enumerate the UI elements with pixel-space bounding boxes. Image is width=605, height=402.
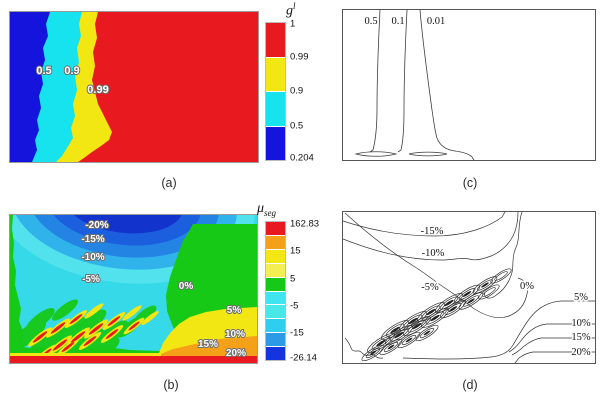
contour-label: 15%: [571, 332, 591, 343]
contour-label: 15%: [198, 339, 218, 350]
contour-label: -5%: [82, 274, 100, 285]
colorbar-b-tick: 5: [290, 273, 296, 285]
contour-line-0.01: [419, 10, 475, 160]
contour-line-m5: [344, 212, 528, 318]
region-orange-band: [161, 336, 257, 357]
contour-line-0: [484, 212, 523, 299]
colorbar-a-tick: 1: [290, 18, 296, 30]
contour-label: -15%: [81, 234, 104, 245]
colorbar-b-tick: -5: [290, 300, 299, 312]
region-blue: [10, 12, 50, 162]
colorbar-a-tick: 0.5: [290, 120, 304, 132]
panel-d-plot: -15% -10% -5% 0% 5% 10% 15% 20%: [343, 212, 595, 363]
panel-a-heatmap: 0.5 0.9 0.99: [9, 11, 259, 163]
colorbar-b-tick: 15: [290, 245, 301, 257]
contour-label: 0.99: [87, 84, 108, 96]
region-red-bottom-strip: [10, 356, 257, 363]
colorbar-segment: [266, 126, 285, 160]
contour-loop: [354, 151, 398, 157]
contour-line-m10: [343, 212, 519, 261]
colorbar-segment: [266, 319, 285, 333]
contour-line-m15: [343, 212, 506, 237]
colorbar-segment: [266, 291, 285, 305]
colorbar-segment: [266, 23, 285, 57]
contour-label: 5%: [574, 292, 588, 303]
colorbar-a-tick: 0.204: [290, 152, 314, 164]
panel-a-plot: 0.5 0.9 0.99: [10, 12, 258, 162]
contour-label: 0.1: [391, 16, 404, 27]
colorbar-segment: [266, 57, 285, 91]
contour-label: -15%: [421, 226, 444, 237]
colorbar-a-tick: 0.99: [290, 51, 309, 63]
colorbar-segment: [266, 333, 285, 347]
contour-label: -5%: [421, 282, 439, 293]
colorbar-b-tick: -26.14: [290, 352, 317, 364]
colorbar-segment: [266, 235, 285, 249]
contour-label: 20%: [571, 347, 591, 358]
contour-label: 10%: [571, 318, 591, 329]
colorbar-segment: [266, 305, 285, 319]
contour-label: 5%: [227, 305, 242, 316]
colorbar-segment: [266, 263, 285, 277]
caption-b: (b): [163, 378, 179, 392]
caption-d: (d): [462, 378, 478, 392]
contour-label: 0.5: [364, 16, 377, 27]
colorbar-segment: [266, 222, 285, 235]
contour-label: 0%: [520, 281, 534, 292]
contour-line-0.5: [369, 10, 381, 153]
colorbar-segment: [266, 249, 285, 263]
panel-c-plot: 0.5 0.1 0.01: [354, 10, 475, 160]
colorbar-b: [265, 221, 286, 361]
colorbar-a-title: gl: [286, 1, 296, 19]
finger-contours: [361, 268, 512, 362]
contour-line-15: [511, 337, 595, 356]
colorbar-b-title: μseg: [257, 201, 277, 218]
contour-label: 0.5: [36, 65, 51, 77]
contour-label: 0%: [179, 281, 194, 292]
contour-label: 20%: [226, 348, 246, 359]
colorbar-b-tick: -15: [290, 327, 304, 339]
region-yellow-strip: [10, 353, 160, 356]
contour-label: -10%: [81, 252, 104, 263]
contour-loop: [408, 151, 448, 157]
contour-label: 0.9: [64, 65, 79, 77]
colorbar-segment: [266, 347, 285, 361]
panel-c-contour: 0.5 0.1 0.01: [342, 9, 596, 161]
contour-label: 0.01: [427, 16, 445, 27]
contour-label: -20%: [85, 220, 108, 231]
contour-line-5: [402, 300, 595, 360]
caption-a: (a): [161, 176, 177, 190]
panel-d-contour: -15% -10% -5% 0% 5% 10% 15% 20%: [342, 211, 596, 364]
contour-line-10: [508, 323, 595, 353]
contour-label: -10%: [422, 248, 445, 259]
colorbar-segment: [266, 92, 285, 126]
panel-b-plot: -20% -15% -10% -5% 0% 5% 10% 15% 20%: [10, 215, 257, 363]
panel-b-heatmap: -20% -15% -10% -5% 0% 5% 10% 15% 20%: [9, 214, 258, 364]
colorbar-a: [265, 22, 286, 161]
contour-line-20: [514, 351, 595, 363]
colorbar-segment: [266, 277, 285, 291]
contour-label: 10%: [225, 329, 245, 340]
contour-line-0.1: [397, 10, 408, 153]
region-green-left: [10, 215, 25, 356]
caption-c: (c): [462, 176, 478, 190]
colorbar-b-tick: 162.83: [290, 218, 320, 230]
colorbar-a-tick: 0.9: [290, 85, 304, 97]
